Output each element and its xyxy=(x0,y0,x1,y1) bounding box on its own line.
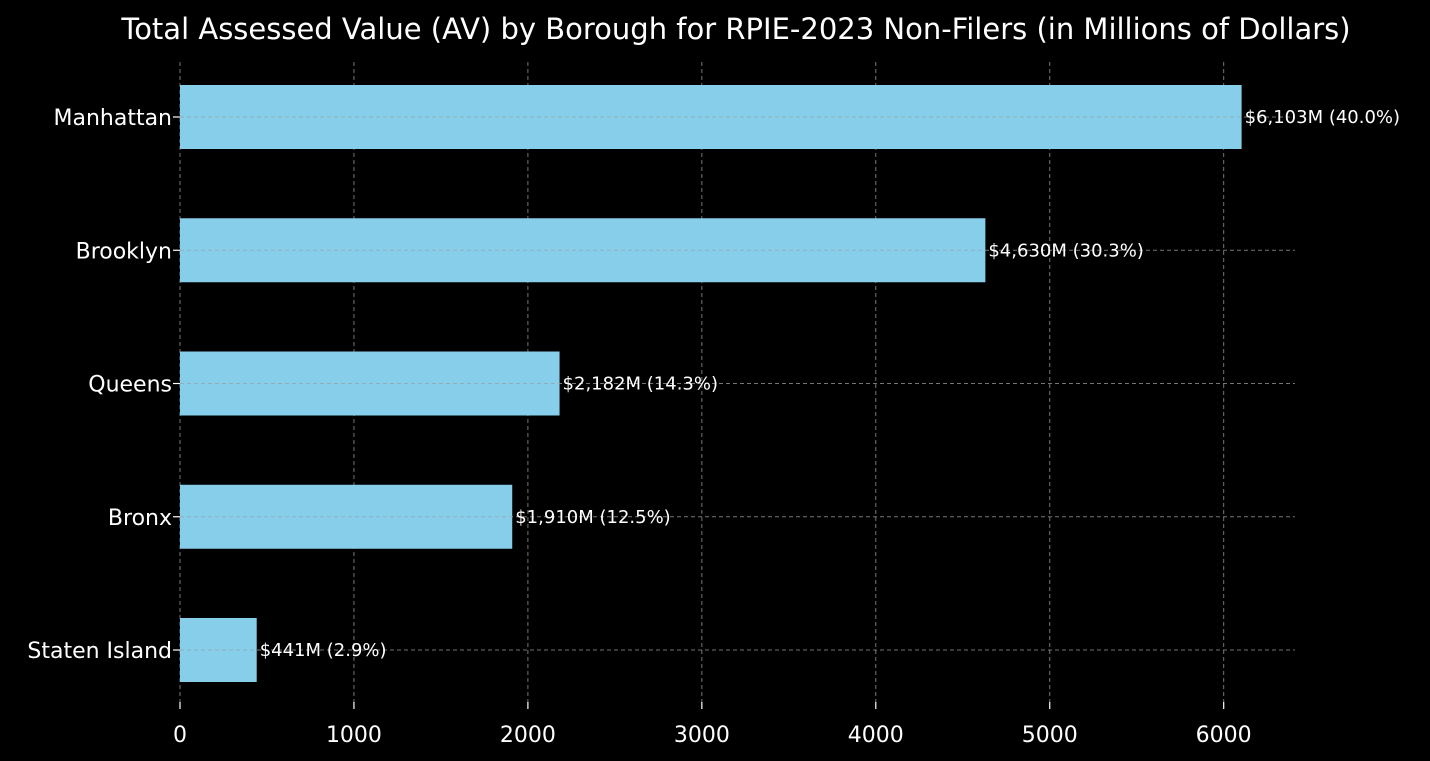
data-labels: $6,103M (40.0%) $4,630M (30.3%) $2,182M (1… xyxy=(260,107,1400,661)
category-label: Queens xyxy=(88,373,172,398)
bar-manhattan xyxy=(180,85,1242,149)
x-tick-label: 2000 xyxy=(500,723,556,748)
data-label: $6,103M (40.0%) xyxy=(1245,107,1400,128)
category-label: Staten Island xyxy=(27,639,172,664)
category-label: Manhattan xyxy=(53,106,172,131)
x-tick-label: 5000 xyxy=(1022,723,1078,748)
category-labels: Manhattan Brooklyn Queens Bronx Staten Islan… xyxy=(27,106,180,664)
x-tick-label: 1000 xyxy=(326,723,382,748)
category-label: Brooklyn xyxy=(76,239,172,264)
x-axis-ticks: 0 1000 2000 3000 4000 5000 6000 xyxy=(173,702,1252,748)
x-tick-label: 0 xyxy=(173,723,187,748)
category-label: Bronx xyxy=(108,506,172,531)
data-label: $1,910M (12.5%) xyxy=(515,507,670,528)
bars xyxy=(180,85,1242,682)
data-label: $2,182M (14.3%) xyxy=(563,374,718,395)
x-tick-label: 6000 xyxy=(1196,723,1252,748)
x-tick-label: 3000 xyxy=(674,723,730,748)
data-label: $4,630M (30.3%) xyxy=(988,240,1143,261)
chart-title: Total Assessed Value (AV) by Borough for… xyxy=(120,12,1350,46)
data-label: $441M (2.9%) xyxy=(260,640,387,661)
x-tick-label: 4000 xyxy=(848,723,904,748)
